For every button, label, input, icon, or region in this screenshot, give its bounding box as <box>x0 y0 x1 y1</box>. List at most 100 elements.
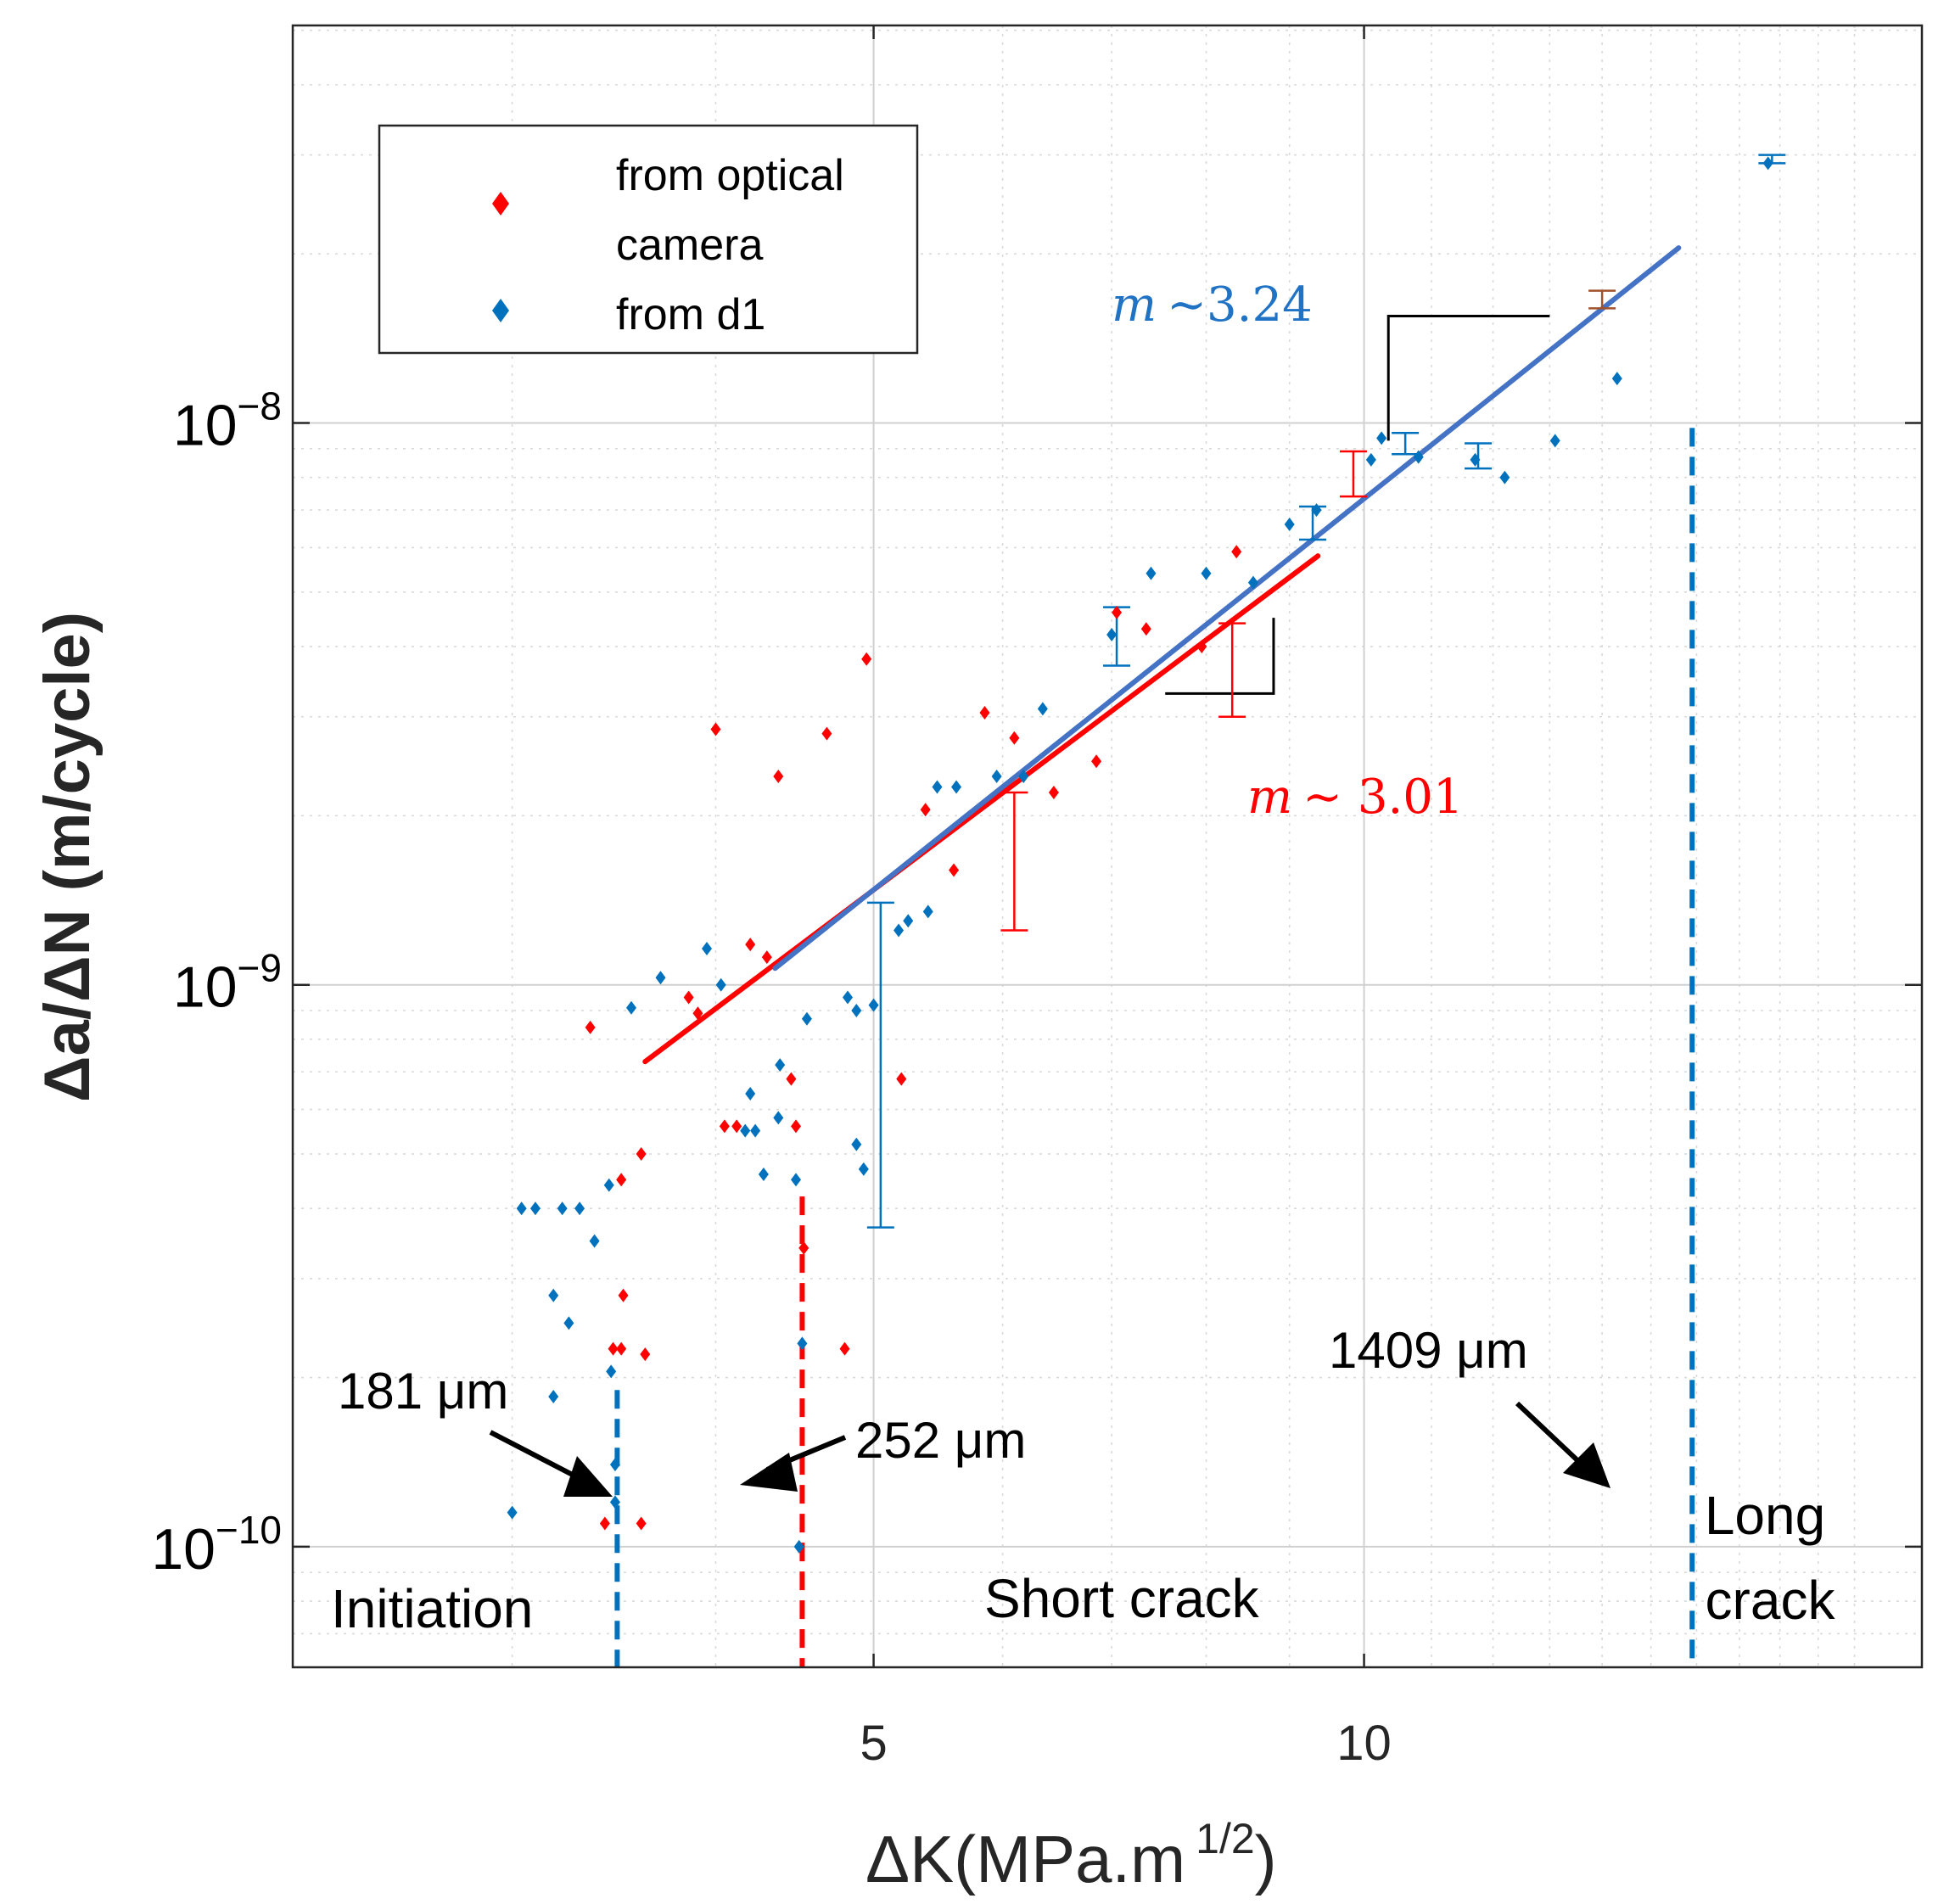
slope-red-symbol: m <box>1247 770 1292 825</box>
y-tick-label-base: 10 <box>173 394 238 458</box>
data-point-optical <box>710 722 721 736</box>
plot-frame <box>291 24 1924 1669</box>
legend-marker-d1 <box>492 299 509 322</box>
legend-label-optical-2: camera <box>616 221 763 270</box>
legend-marker-optical <box>492 192 509 216</box>
legend-box <box>378 124 919 355</box>
y-axis-label: Δa/ΔN (m/cycle) <box>31 612 104 1102</box>
x-axis-label-sup: 1/2 <box>1196 1815 1255 1862</box>
arrow-181 <box>489 1430 613 1497</box>
data-point-d1 <box>563 1316 574 1330</box>
vertical-threshold-markers <box>614 428 1695 1667</box>
data-point-optical <box>745 938 756 952</box>
error-bar <box>1588 289 1616 310</box>
data-point-d1 <box>1146 566 1157 580</box>
y-tick-label: 10−9 <box>173 946 282 1020</box>
y-tick-label: 10−10 <box>151 1508 282 1582</box>
slope-red-value: ∼ 3.01 <box>1302 770 1463 825</box>
error-bar <box>1299 505 1327 541</box>
data-point-d1 <box>1311 503 1322 518</box>
data-point-d1 <box>851 1137 862 1151</box>
data-point-d1 <box>858 1162 869 1176</box>
data-point-d1 <box>922 904 933 919</box>
slope-triangles <box>1165 314 1550 695</box>
data-point-d1 <box>842 990 853 1005</box>
data-point-d1 <box>548 1288 559 1302</box>
data-point-d1 <box>655 971 666 985</box>
data-point-d1 <box>606 1364 617 1379</box>
data-point-optical <box>839 1341 850 1356</box>
error-bars <box>866 154 1786 1229</box>
error-bar <box>1218 622 1246 719</box>
data-point-d1 <box>609 1495 620 1509</box>
data-point-d1 <box>893 923 905 938</box>
legend: from optical camera from d1 <box>378 124 919 355</box>
fit-line <box>642 553 1321 1065</box>
data-point-optical <box>731 1119 742 1134</box>
data-point-optical <box>585 1020 596 1034</box>
slope-label-red: m ∼ 3.01 <box>1247 770 1464 825</box>
data-point-d1 <box>1247 575 1258 590</box>
data-point-d1 <box>1611 372 1622 386</box>
data-point-optical <box>618 1288 629 1302</box>
data-point-d1 <box>773 1111 784 1125</box>
legend-label-optical-1: from optical <box>616 151 844 200</box>
data-point-optical <box>786 1072 797 1086</box>
error-bar <box>866 901 894 1229</box>
data-point-d1 <box>1037 702 1048 716</box>
data-point-optical <box>1196 640 1207 654</box>
data-point-optical <box>692 1006 703 1021</box>
data-point-d1 <box>1365 452 1376 467</box>
data-point-d1 <box>516 1201 527 1216</box>
data-point-d1 <box>609 1458 620 1472</box>
data-point-d1 <box>548 1389 559 1403</box>
data-point-d1 <box>715 977 726 992</box>
data-point-d1 <box>868 998 879 1012</box>
data-point-d1 <box>507 1505 518 1520</box>
data-point-d1 <box>851 1003 862 1017</box>
data-point-optical <box>616 1341 627 1356</box>
x-tick-labels: 5 10 <box>860 1716 1391 1771</box>
arrow-1409 <box>1515 1401 1610 1488</box>
arrow-181-head <box>563 1456 613 1497</box>
data-point-optical <box>773 769 784 783</box>
data-point-optical <box>640 1347 651 1362</box>
data-point-d1 <box>589 1234 600 1248</box>
y-tick-label-exponent: −8 <box>238 384 282 428</box>
data-point-optical <box>791 1119 802 1134</box>
data-point-d1 <box>775 1058 786 1072</box>
data-point-optical <box>1112 605 1123 619</box>
slope-blue-symbol: m <box>1112 277 1157 333</box>
slope-label-blue: m ∼3.24 <box>1112 277 1313 333</box>
data-point-d1 <box>1106 627 1118 641</box>
x-tick-label: 5 <box>860 1716 887 1771</box>
data-point-optical <box>896 1072 907 1086</box>
data-point-d1 <box>1499 470 1510 484</box>
y-tick-label-exponent: −9 <box>238 946 282 990</box>
minor-grid <box>293 25 1922 1667</box>
arrow-1409-head <box>1563 1442 1610 1488</box>
data-point-d1 <box>574 1201 585 1216</box>
data-point-d1 <box>758 1167 769 1181</box>
data-points <box>507 156 1773 1554</box>
data-point-d1 <box>557 1201 568 1216</box>
data-point-optical <box>608 1341 619 1356</box>
y-tick-label: 10−8 <box>173 384 282 458</box>
major-grid <box>293 25 1922 1667</box>
data-point-d1 <box>625 1000 636 1015</box>
fit-lines <box>642 245 1682 1065</box>
data-point-d1 <box>740 1123 751 1138</box>
data-point-d1 <box>1470 452 1481 467</box>
data-point-d1 <box>745 1087 756 1101</box>
label-252um: 252 μm <box>855 1412 1026 1469</box>
data-point-d1 <box>529 1201 541 1216</box>
y-tick-label-exponent: −10 <box>216 1508 282 1552</box>
data-point-optical <box>761 950 772 965</box>
label-1409um: 1409 μm <box>1329 1322 1528 1379</box>
data-point-optical <box>949 863 960 877</box>
label-181um: 181 μm <box>338 1363 508 1420</box>
data-point-d1 <box>903 914 914 928</box>
x-tick-label: 10 <box>1336 1716 1392 1771</box>
